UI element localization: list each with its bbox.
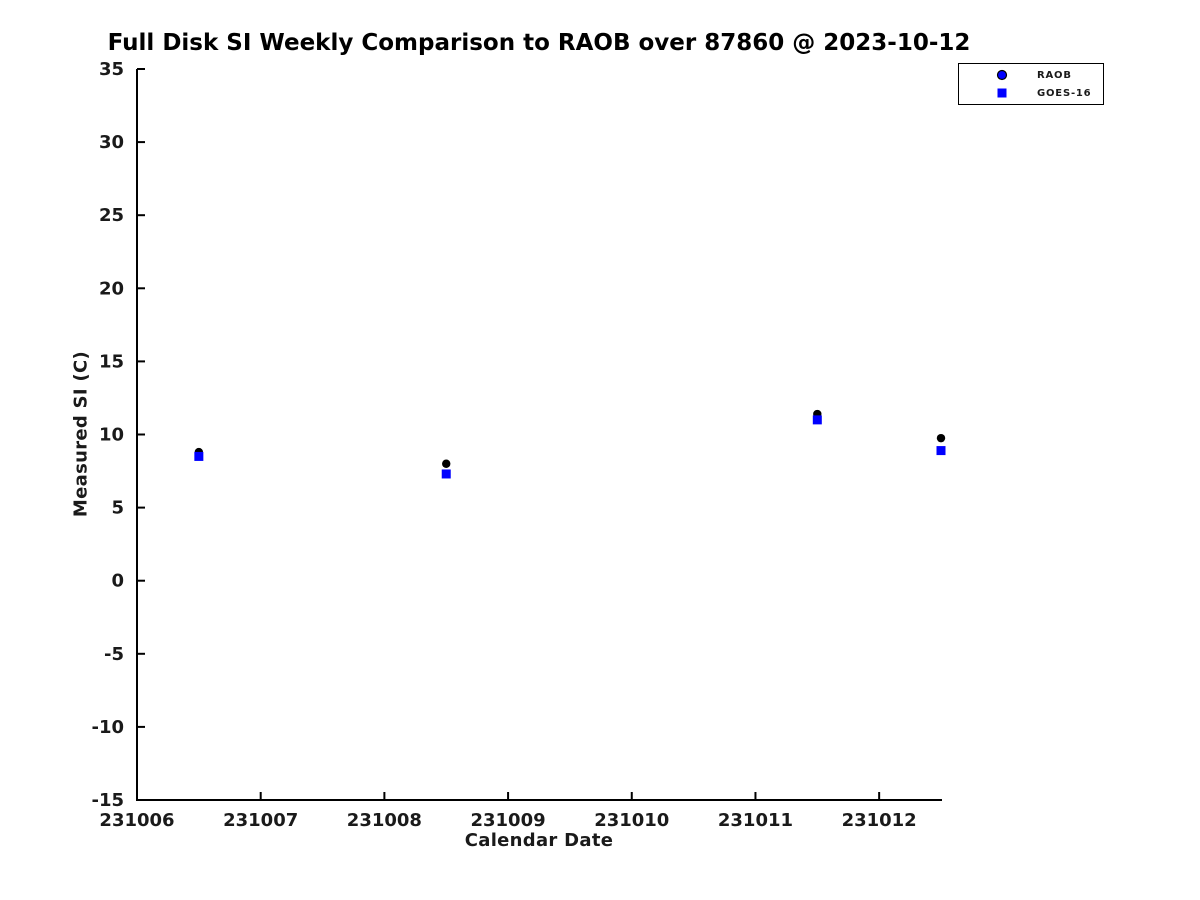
y-tick-label: 15 xyxy=(99,351,124,372)
x-tick-label: 231007 xyxy=(223,810,298,831)
y-tick-label: -15 xyxy=(91,790,124,811)
y-tick-label: -10 xyxy=(91,717,124,738)
y-tick-label: 30 xyxy=(99,132,124,153)
x-tick-label: 231011 xyxy=(718,810,793,831)
legend-item-raob: RAOB xyxy=(959,66,1103,84)
y-tick-label: 5 xyxy=(111,498,124,519)
y-tick-label: -5 xyxy=(104,644,124,665)
legend-item-goes16: GOES-16 xyxy=(959,84,1103,102)
x-tick-label: 231010 xyxy=(594,810,669,831)
y-tick-label: 35 xyxy=(99,59,124,80)
y-tick-label: 20 xyxy=(99,278,124,299)
raob-circle-marker-icon xyxy=(996,69,1008,81)
x-tick-label: 231008 xyxy=(347,810,422,831)
goes16-data-point xyxy=(194,451,204,461)
x-tick-label: 231006 xyxy=(99,810,174,831)
legend: RAOB GOES-16 xyxy=(958,63,1104,105)
y-tick-label: 10 xyxy=(99,425,124,446)
chart-title: Full Disk SI Weekly Comparison to RAOB o… xyxy=(107,30,971,56)
legend-label-goes16: GOES-16 xyxy=(1037,87,1092,99)
y-axis-label: Measured SI (C) xyxy=(70,350,92,518)
raob-data-point xyxy=(442,459,451,468)
goes16-data-point xyxy=(441,469,451,479)
goes16-square-marker-icon xyxy=(997,88,1007,98)
raob-data-point xyxy=(936,433,946,443)
x-axis-label: Calendar Date xyxy=(464,830,614,851)
goes16-data-point xyxy=(936,446,946,456)
x-tick-label: 231009 xyxy=(470,810,545,831)
y-tick-label: 25 xyxy=(99,205,124,226)
goes16-data-point xyxy=(812,415,822,425)
x-tick-label: 231012 xyxy=(842,810,917,831)
legend-label-raob: RAOB xyxy=(1037,69,1072,81)
y-tick-label: 0 xyxy=(111,571,124,592)
